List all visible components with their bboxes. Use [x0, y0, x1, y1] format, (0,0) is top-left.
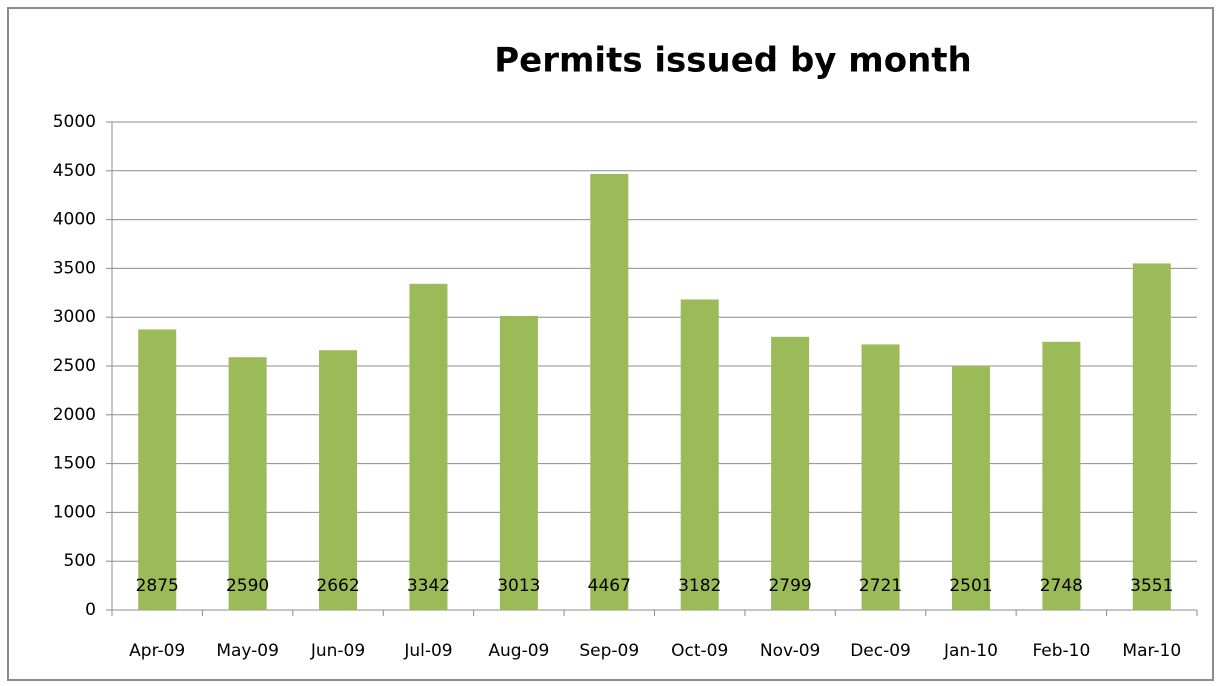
- x-tick-label: Nov-09: [760, 641, 821, 661]
- x-tick-label: Mar-10: [1122, 641, 1181, 661]
- x-tick-label: Oct-09: [671, 641, 728, 661]
- x-tick-label: Sep-09: [579, 641, 639, 661]
- bar: [228, 357, 267, 610]
- data-label: 2721: [859, 576, 902, 596]
- data-label: 2799: [768, 576, 811, 596]
- y-tick-label: 500: [64, 551, 96, 571]
- bar: [771, 336, 810, 610]
- x-tick-label: May-09: [216, 641, 279, 661]
- bar: [951, 365, 990, 610]
- y-tick-label: 5000: [53, 112, 96, 132]
- data-label: 2748: [1040, 576, 1083, 596]
- x-tick-label: Apr-09: [129, 641, 185, 661]
- y-tick-label: 1500: [53, 454, 96, 474]
- x-tick-label: Feb-10: [1032, 641, 1090, 661]
- data-label: 3182: [678, 576, 721, 596]
- y-tick-label: 1000: [53, 502, 96, 522]
- bar: [1132, 263, 1171, 610]
- x-tick-label: Aug-09: [488, 641, 549, 661]
- y-tick-label: 4000: [53, 210, 96, 230]
- data-label: 2662: [316, 576, 359, 596]
- y-tick-label: 0: [85, 600, 96, 620]
- y-tick-label: 3000: [53, 307, 96, 327]
- chart-title: Permits issued by month: [494, 41, 972, 81]
- y-tick-label: 2500: [53, 356, 96, 376]
- data-label: 3013: [497, 576, 540, 596]
- data-label: 4467: [588, 576, 631, 596]
- bar: [590, 174, 629, 610]
- bar: [499, 315, 538, 610]
- x-tick-label: Jan-10: [943, 641, 998, 661]
- bar: [409, 283, 448, 610]
- bar: [861, 344, 900, 610]
- bar: [138, 329, 177, 610]
- bar: [319, 350, 358, 610]
- data-label: 3342: [407, 576, 450, 596]
- x-tick-label: Jul-09: [403, 641, 452, 661]
- y-tick-label: 2000: [53, 405, 96, 425]
- data-label: 2501: [949, 576, 992, 596]
- data-label: 2875: [136, 576, 179, 596]
- x-tick-label: Jun-09: [310, 641, 365, 661]
- y-tick-label: 3500: [53, 258, 96, 278]
- data-label: 2590: [226, 576, 269, 596]
- bar: [680, 299, 719, 610]
- y-tick-label: 4500: [53, 161, 96, 181]
- bar: [1042, 341, 1081, 610]
- data-label: 3551: [1130, 576, 1173, 596]
- x-tick-label: Dec-09: [850, 641, 911, 661]
